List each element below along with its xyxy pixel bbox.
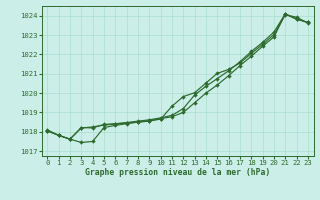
- X-axis label: Graphe pression niveau de la mer (hPa): Graphe pression niveau de la mer (hPa): [85, 168, 270, 177]
